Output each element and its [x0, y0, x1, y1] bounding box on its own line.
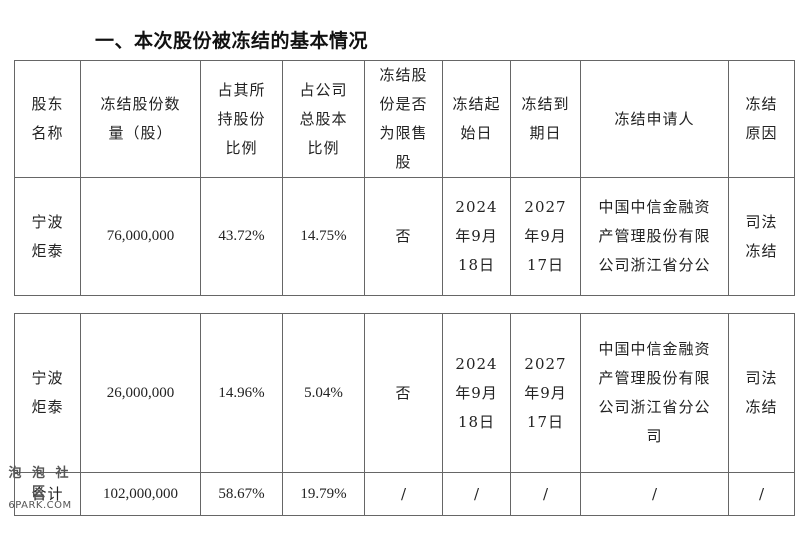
cell-reason: 司法 冻结	[728, 177, 795, 296]
header-start: 冻结起 始日	[442, 60, 511, 178]
header-applicant: 冻结申请人	[580, 60, 729, 178]
cell-start: 2024 年9月 18日	[442, 177, 511, 296]
cell-applicant: 中国中信金融资 产管理股份有限 公司浙江省分公	[580, 177, 729, 296]
total-end: /	[510, 472, 581, 516]
total-shares: 102,000,000	[80, 472, 201, 516]
header-pct-total: 占公司 总股本 比例	[282, 60, 365, 178]
table-row: 宁波 炬泰 76,000,000 43.72% 14.75% 否 2024 年9月 1…	[14, 177, 795, 296]
cell-end: 2027 年9月 17日	[510, 313, 581, 473]
cell-pct-held: 43.72%	[200, 177, 283, 296]
total-start: /	[442, 472, 511, 516]
watermark-cn: 泡 泡 社 区	[8, 466, 72, 500]
header-reason: 冻结 原因	[728, 60, 795, 178]
total-pct-held: 58.67%	[200, 472, 283, 516]
cell-reason: 司法 冻结	[728, 313, 795, 473]
watermark-en: 6PARK.COM	[8, 500, 72, 511]
cell-shares: 76,000,000	[80, 177, 201, 296]
header-shares: 冻结股份数 量（股）	[80, 60, 201, 178]
total-pct-total: 19.79%	[282, 472, 365, 516]
freeze-table-2: 宁波 炬泰 26,000,000 14.96% 5.04% 否 2024 年9月 18…	[14, 313, 795, 516]
watermark: 泡 泡 社 区 6PARK.COM	[0, 462, 80, 511]
cell-shares: 26,000,000	[80, 313, 201, 473]
header-row: 股东 名称 冻结股份数 量（股） 占其所 持股份 比例 占公司 总股本 比例 冻结股 份是否为…	[14, 60, 795, 178]
header-pct-held: 占其所 持股份 比例	[200, 60, 283, 178]
cell-end: 2027 年9月 17日	[510, 177, 581, 296]
freeze-table-1: 股东 名称 冻结股份数 量（股） 占其所 持股份 比例 占公司 总股本 比例 冻结股 份是否为…	[14, 60, 795, 296]
cell-restricted: 否	[364, 313, 443, 473]
cell-holder: 宁波 炬泰	[14, 313, 81, 473]
cell-pct-total: 5.04%	[282, 313, 365, 473]
cell-restricted: 否	[364, 177, 443, 296]
total-label: 合计	[14, 472, 81, 516]
cell-pct-held: 14.96%	[200, 313, 283, 473]
cell-holder: 宁波 炬泰	[14, 177, 81, 296]
cell-start: 2024 年9月 18日	[442, 313, 511, 473]
table-row: 宁波 炬泰 26,000,000 14.96% 5.04% 否 2024 年9月 18…	[14, 313, 795, 473]
total-row: 合计 102,000,000 58.67% 19.79% / / / / /	[14, 472, 795, 516]
cell-pct-total: 14.75%	[282, 177, 365, 296]
cell-applicant: 中国中信金融资 产管理股份有限 公司浙江省分公司	[580, 313, 729, 473]
header-end: 冻结到 期日	[510, 60, 581, 178]
total-restricted: /	[364, 472, 443, 516]
total-reason: /	[728, 472, 795, 516]
total-applicant: /	[580, 472, 729, 516]
section-title: 一、本次股份被冻结的基本情况	[95, 30, 369, 52]
header-holder: 股东 名称	[14, 60, 81, 178]
header-restricted: 冻结股 份是否 为限售股	[364, 60, 443, 178]
